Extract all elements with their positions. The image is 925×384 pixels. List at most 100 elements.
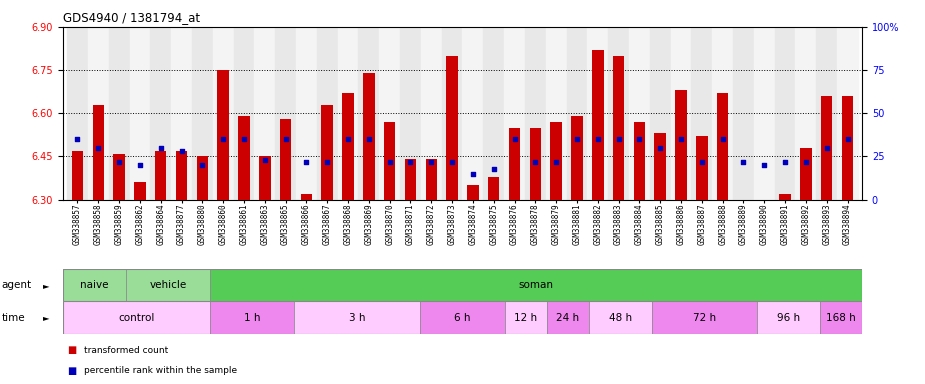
Point bbox=[91, 145, 105, 151]
Text: 24 h: 24 h bbox=[556, 313, 579, 323]
Bar bbox=[88, 27, 109, 200]
Bar bbox=[296, 27, 316, 200]
Point bbox=[424, 159, 438, 165]
Bar bbox=[171, 27, 192, 200]
Bar bbox=[364, 73, 375, 200]
Bar bbox=[447, 56, 458, 200]
Bar bbox=[67, 27, 88, 200]
Point bbox=[611, 136, 626, 142]
Bar bbox=[675, 90, 686, 200]
Bar bbox=[504, 27, 524, 200]
Point bbox=[695, 159, 709, 165]
Bar bbox=[525, 27, 546, 200]
Bar bbox=[338, 27, 358, 200]
Bar bbox=[276, 27, 296, 200]
Point bbox=[757, 162, 771, 168]
Bar bbox=[92, 105, 104, 200]
Point bbox=[320, 159, 335, 165]
Point bbox=[653, 145, 668, 151]
Point bbox=[257, 157, 272, 163]
Bar bbox=[592, 50, 603, 200]
Bar bbox=[691, 27, 712, 200]
Bar bbox=[405, 159, 416, 200]
Bar bbox=[441, 27, 462, 200]
Bar bbox=[820, 301, 862, 334]
Bar bbox=[210, 269, 862, 301]
Bar bbox=[197, 157, 208, 200]
Bar bbox=[483, 27, 504, 200]
Text: naive: naive bbox=[80, 280, 109, 290]
Point bbox=[195, 162, 210, 168]
Text: 168 h: 168 h bbox=[826, 313, 856, 323]
Bar bbox=[213, 27, 233, 200]
Bar bbox=[613, 56, 624, 200]
Bar bbox=[547, 301, 588, 334]
Bar bbox=[774, 27, 796, 200]
Point bbox=[778, 159, 793, 165]
Point bbox=[736, 159, 751, 165]
Bar bbox=[530, 128, 541, 200]
Bar bbox=[134, 182, 145, 200]
Bar bbox=[217, 70, 228, 200]
Bar bbox=[421, 301, 504, 334]
Bar bbox=[754, 27, 774, 200]
Text: 12 h: 12 h bbox=[514, 313, 537, 323]
Bar bbox=[758, 200, 770, 228]
Point bbox=[632, 136, 647, 142]
Bar bbox=[566, 27, 587, 200]
Bar bbox=[504, 301, 547, 334]
Text: 6 h: 6 h bbox=[454, 313, 471, 323]
Point bbox=[673, 136, 688, 142]
Point bbox=[362, 136, 376, 142]
Point bbox=[820, 145, 834, 151]
Point bbox=[299, 159, 314, 165]
Bar bbox=[233, 27, 254, 200]
Point bbox=[528, 159, 543, 165]
Bar bbox=[587, 27, 608, 200]
Bar bbox=[488, 177, 500, 200]
Text: GDS4940 / 1381794_at: GDS4940 / 1381794_at bbox=[63, 12, 200, 25]
Point bbox=[112, 159, 127, 165]
Point bbox=[840, 136, 855, 142]
Text: percentile rank within the sample: percentile rank within the sample bbox=[84, 366, 238, 376]
Text: ►: ► bbox=[43, 281, 49, 290]
Bar bbox=[733, 27, 754, 200]
Point bbox=[465, 171, 480, 177]
Point bbox=[278, 136, 293, 142]
Bar bbox=[509, 128, 520, 200]
Bar bbox=[316, 27, 338, 200]
Text: ■: ■ bbox=[68, 345, 77, 355]
Bar bbox=[150, 27, 171, 200]
Bar bbox=[697, 136, 708, 200]
Point bbox=[216, 136, 230, 142]
Point bbox=[174, 148, 189, 154]
Point bbox=[132, 162, 147, 168]
Bar bbox=[63, 269, 126, 301]
Point bbox=[70, 136, 85, 142]
Text: control: control bbox=[118, 313, 154, 323]
Text: vehicle: vehicle bbox=[150, 280, 187, 290]
Bar bbox=[671, 27, 691, 200]
Bar bbox=[572, 116, 583, 200]
Bar bbox=[210, 301, 294, 334]
Bar bbox=[546, 27, 566, 200]
Bar bbox=[155, 151, 166, 200]
Bar bbox=[634, 122, 645, 200]
Bar bbox=[842, 96, 853, 200]
Point bbox=[382, 159, 397, 165]
Point bbox=[798, 159, 813, 165]
Bar bbox=[114, 154, 125, 200]
Bar bbox=[738, 200, 749, 223]
Point bbox=[154, 145, 168, 151]
Bar bbox=[280, 119, 291, 200]
Bar bbox=[796, 27, 816, 200]
Bar bbox=[550, 122, 561, 200]
Text: ■: ■ bbox=[68, 366, 77, 376]
Bar bbox=[342, 93, 353, 200]
Point bbox=[590, 136, 605, 142]
Bar bbox=[294, 301, 421, 334]
Bar bbox=[130, 27, 150, 200]
Bar bbox=[757, 301, 820, 334]
Bar bbox=[821, 96, 832, 200]
Bar bbox=[239, 116, 250, 200]
